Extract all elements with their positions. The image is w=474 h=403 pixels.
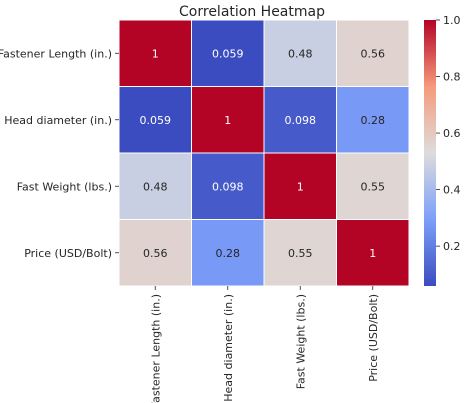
heatmap-cell — [191, 86, 265, 154]
colorbar-tick-label: 0.2 — [443, 240, 461, 253]
heatmap-cell — [191, 19, 265, 87]
heatmap-cell — [336, 19, 410, 87]
heatmap-cell — [336, 86, 410, 154]
cell-value-label: 0.48 — [288, 47, 313, 60]
cell-value-label: 0.098 — [285, 114, 317, 127]
cell-value-label: 0.56 — [361, 47, 386, 60]
cell-value-label: 0.28 — [361, 114, 386, 127]
cell-value-label: 0.098 — [212, 180, 244, 193]
colorbar-tick-label: 0.8 — [443, 71, 461, 84]
cell-value-label: 1 — [297, 180, 304, 193]
column-label: Fast Weight (lbs.) — [294, 294, 307, 389]
heatmap-cell — [191, 219, 265, 287]
colorbar-tick-label: 0.4 — [443, 184, 461, 197]
cell-value-label: 0.55 — [361, 180, 386, 193]
heatmap-cell — [336, 152, 410, 220]
cell-value-label: 1 — [369, 247, 376, 260]
column-labels: Fastener Length (in.) Head diameter (in.)… — [149, 286, 380, 403]
row-labels: Fastener Length (in.) Head diameter (in.)… — [0, 47, 119, 260]
colorbar-tick-label: 0.6 — [443, 127, 461, 140]
column-label: Price (USD/Bolt) — [367, 294, 380, 382]
heatmap-cell — [336, 219, 410, 287]
colorbar: 0.2 0.4 0.6 0.8 1.0 — [424, 14, 461, 286]
cell-value-label: 0.059 — [140, 114, 172, 127]
cell-value-label: 0.48 — [143, 180, 168, 193]
row-label: Price (USD/Bolt) — [24, 247, 112, 260]
column-label: Fastener Length (in.) — [149, 294, 162, 403]
cell-value-label: 0.56 — [143, 247, 168, 260]
cell-value-label: 0.28 — [216, 247, 241, 260]
heatmap-cell — [191, 152, 265, 220]
colorbar-gradient — [424, 20, 436, 286]
heatmap-cell — [118, 19, 192, 87]
row-label: Head diameter (in.) — [4, 114, 112, 127]
row-label: Fast Weight (lbs.) — [17, 180, 112, 193]
heatmap-cell — [263, 19, 337, 87]
column-label: Head diameter (in.) — [222, 294, 235, 402]
cell-value-label: 0.55 — [288, 247, 313, 260]
heatmap-grid: 1 0.059 0.48 0.56 0.059 1 0.098 0.28 0.48 0.098 1 0… — [118, 19, 410, 287]
cell-value-label: 0.059 — [212, 47, 244, 60]
row-label: Fastener Length (in.) — [0, 47, 112, 60]
cell-value-label: 1 — [152, 47, 159, 60]
colorbar-tick-label: 1.0 — [443, 14, 461, 27]
cell-value-label: 1 — [224, 114, 231, 127]
chart-title: Correlation Heatmap — [179, 4, 325, 20]
